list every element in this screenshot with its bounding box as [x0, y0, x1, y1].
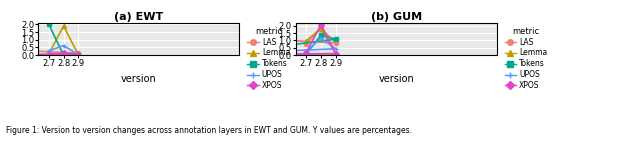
Line: Tokens: Tokens	[215, 33, 338, 56]
UPOS	[317, 37, 324, 39]
X-axis label: version: version	[378, 74, 414, 84]
Line: XPOS: XPOS	[0, 51, 81, 57]
X-axis label: version: version	[121, 74, 157, 84]
Legend: LAS, Lemma, Tokens, UPOS, XPOS: LAS, Lemma, Tokens, UPOS, XPOS	[505, 27, 547, 90]
UPOS	[332, 48, 340, 50]
Line: UPOS: UPOS	[0, 43, 81, 57]
UPOS	[74, 54, 82, 56]
Line: Lemma: Lemma	[215, 27, 338, 56]
Lemma	[45, 53, 52, 55]
XPOS	[215, 53, 223, 55]
LAS	[214, 35, 221, 37]
Tokens	[332, 38, 340, 40]
XPOS	[302, 52, 310, 54]
Line: UPOS: UPOS	[215, 36, 338, 56]
Tokens	[60, 54, 67, 56]
Tokens	[74, 54, 82, 56]
Tokens	[214, 53, 221, 55]
UPOS	[60, 45, 67, 46]
Lemma	[332, 53, 340, 54]
Legend: LAS, Lemma, Tokens, UPOS, XPOS: LAS, Lemma, Tokens, UPOS, XPOS	[247, 27, 290, 90]
Lemma	[74, 54, 82, 56]
XPOS	[317, 24, 324, 26]
LAS	[317, 27, 324, 29]
XPOS	[45, 54, 52, 56]
Title: (b) GUM: (b) GUM	[371, 12, 422, 22]
Line: LAS: LAS	[0, 45, 81, 57]
UPOS	[302, 50, 310, 52]
LAS	[45, 52, 52, 54]
Lemma	[215, 53, 223, 55]
LAS	[74, 52, 82, 54]
Lemma	[317, 28, 324, 30]
XPOS	[214, 53, 221, 55]
UPOS	[45, 50, 52, 52]
LAS	[215, 48, 223, 50]
UPOS	[215, 48, 223, 50]
Title: (a) EWT: (a) EWT	[115, 12, 164, 22]
Text: Figure 1: Version to version changes across annotation layers in EWT and GUM. Y : Figure 1: Version to version changes acr…	[6, 126, 412, 135]
XPOS	[332, 53, 340, 55]
Line: XPOS: XPOS	[215, 23, 338, 56]
Lemma	[214, 53, 221, 55]
UPOS	[214, 53, 221, 55]
LAS	[302, 43, 310, 45]
XPOS	[74, 54, 82, 56]
Line: LAS: LAS	[215, 26, 338, 52]
Tokens	[45, 23, 52, 25]
Lemma	[60, 25, 67, 27]
Line: Lemma: Lemma	[0, 24, 81, 57]
LAS	[60, 54, 67, 56]
LAS	[332, 42, 340, 44]
Tokens	[302, 53, 310, 55]
Tokens	[317, 34, 324, 36]
Line: Tokens: Tokens	[0, 22, 81, 57]
Lemma	[302, 40, 310, 42]
XPOS	[60, 52, 67, 54]
Tokens	[215, 53, 223, 55]
